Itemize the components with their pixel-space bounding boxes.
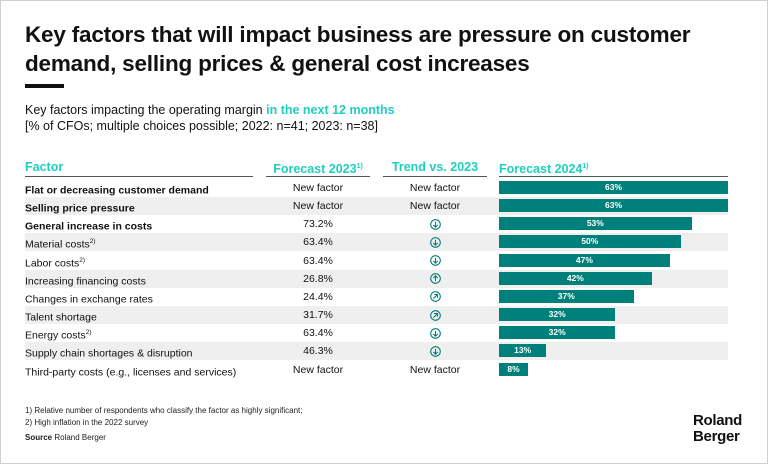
factor-label: Selling price pressure <box>25 202 135 215</box>
subtitle-text: Key factors impacting the operating marg… <box>25 103 267 117</box>
factor-label: Flat or decreasing customer demand <box>25 184 209 197</box>
bar-label: 63% <box>604 200 622 211</box>
forecast-2024-bar: 8% <box>499 362 529 376</box>
trend-cell <box>383 324 487 342</box>
trend-cell: New factor <box>383 361 487 379</box>
forecast-2023-value: New factor <box>292 363 344 376</box>
trend-up-right-icon <box>429 309 441 321</box>
header-forecast-2024: Forecast 20241) <box>499 159 728 177</box>
forecast-2024-bar: 53% <box>499 217 692 231</box>
trend-up-right-icon <box>429 291 441 303</box>
trend-cell: New factor <box>383 179 487 197</box>
table-row: Increasing financing costs 26.8% 42% <box>25 269 728 288</box>
factor-label: Increasing financing costs <box>25 275 146 288</box>
table-row: Labor costs2) 63.4% 47% <box>25 252 728 270</box>
trend-cell <box>383 306 487 324</box>
forecast-2024-bar: 13% <box>499 344 547 358</box>
factor-label: Third-party costs (e.g., licenses and se… <box>25 366 237 378</box>
subtitle-highlight: in the next 12 months <box>266 103 395 117</box>
bar-label: 13% <box>514 345 532 356</box>
forecast-2023-value: 46.3% <box>303 345 333 358</box>
forecast-2024-bar: 47% <box>499 253 670 267</box>
factor-label: Talent shortage <box>25 311 97 324</box>
forecast-2023-value: 73.2% <box>303 218 333 231</box>
trend-cell <box>383 288 487 306</box>
header-factor: Factor <box>25 159 253 177</box>
table-row: Energy costs2) 63.4% 32% <box>25 324 728 342</box>
trend-down-icon <box>429 327 441 339</box>
table-row: Talent shortage 31.7% 32% <box>25 306 728 325</box>
subtitle-note: [% of CFOs; multiple choices possible; 2… <box>25 119 378 133</box>
table-row: Material costs2) 63.4% 50% <box>25 233 728 252</box>
factor-label: Changes in exchange rates <box>25 293 153 306</box>
bar-label: 47% <box>575 254 593 265</box>
forecast-2023-value: 24.4% <box>303 290 333 303</box>
bar-label: 50% <box>581 236 599 247</box>
factor-label: General increase in costs <box>25 220 153 233</box>
bar-label: 8% <box>507 363 520 374</box>
forecast-2023-value: New factor <box>292 200 344 213</box>
trend-text: New factor <box>409 182 461 194</box>
table-row: Selling price pressure New factor New fa… <box>25 197 728 216</box>
bar-label: 37% <box>557 290 575 301</box>
forecast-2023-value: 63.4% <box>303 236 333 249</box>
table-row: Flat or decreasing customer demand New f… <box>25 179 728 197</box>
footnote-2: 2) High inflation in the 2022 survey <box>25 418 149 427</box>
trend-up-icon <box>429 273 441 285</box>
table-row: General increase in costs 73.2% 53% <box>25 215 728 233</box>
forecast-2024-bar: 63% <box>499 199 728 213</box>
forecast-2023-value: 31.7% <box>303 309 333 322</box>
factor-label: Material costs2) <box>25 238 96 251</box>
bar-label: 42% <box>566 272 584 283</box>
trend-text: New factor <box>409 363 461 376</box>
factor-label: Labor costs2) <box>25 256 86 270</box>
footnote-1: 1) Relative number of respondents who cl… <box>25 406 303 415</box>
trend-cell <box>383 270 487 288</box>
forecast-2024-bar: 50% <box>499 235 681 249</box>
forecast-2023-value: New factor <box>292 182 344 194</box>
trend-cell: New factor <box>383 197 487 215</box>
forecast-2024-bar: 63% <box>499 181 728 194</box>
forecast-2024-bar: 32% <box>499 326 616 340</box>
trend-down-icon <box>429 237 441 248</box>
forecast-2024-bar: 42% <box>499 271 652 285</box>
forecast-2023-value: 63.4% <box>303 254 333 267</box>
bar-label: 53% <box>586 218 604 229</box>
table-row: Third-party costs (e.g., licenses and se… <box>25 361 728 379</box>
header-trend: Trend vs. 2023 <box>383 159 487 177</box>
bar-label: 32% <box>548 309 566 320</box>
table-row: Changes in exchange rates 24.4% 37% <box>25 288 728 306</box>
trend-text: New factor <box>409 200 461 213</box>
trend-cell <box>383 252 487 270</box>
page-title: Key factors that will impact business ar… <box>25 22 691 76</box>
factor-label: Energy costs2) <box>25 329 92 342</box>
bar-label: 32% <box>548 327 566 338</box>
factor-label: Supply chain shortages & disruption <box>25 347 193 360</box>
trend-cell <box>383 233 487 251</box>
title-underline <box>25 84 64 88</box>
roland-berger-logo: Roland Berger <box>693 412 743 445</box>
table-row: Supply chain shortages & disruption 46.3… <box>25 342 728 361</box>
forecast-2023-value: 26.8% <box>303 272 333 285</box>
header-forecast-2023: Forecast 20231) <box>266 159 370 177</box>
forecast-2023-value: 63.4% <box>303 327 333 340</box>
subtitle: Key factors impacting the operating marg… <box>25 102 395 134</box>
forecast-2024-bar: 32% <box>499 308 616 322</box>
trend-cell <box>383 215 487 233</box>
forecast-2024-bar: 37% <box>499 289 634 303</box>
trend-down-icon <box>429 218 441 230</box>
source: Source Roland Berger <box>25 433 106 442</box>
trend-cell <box>383 342 487 360</box>
trend-down-icon <box>429 345 441 357</box>
trend-down-icon <box>429 255 441 266</box>
bar-label: 63% <box>604 182 622 192</box>
